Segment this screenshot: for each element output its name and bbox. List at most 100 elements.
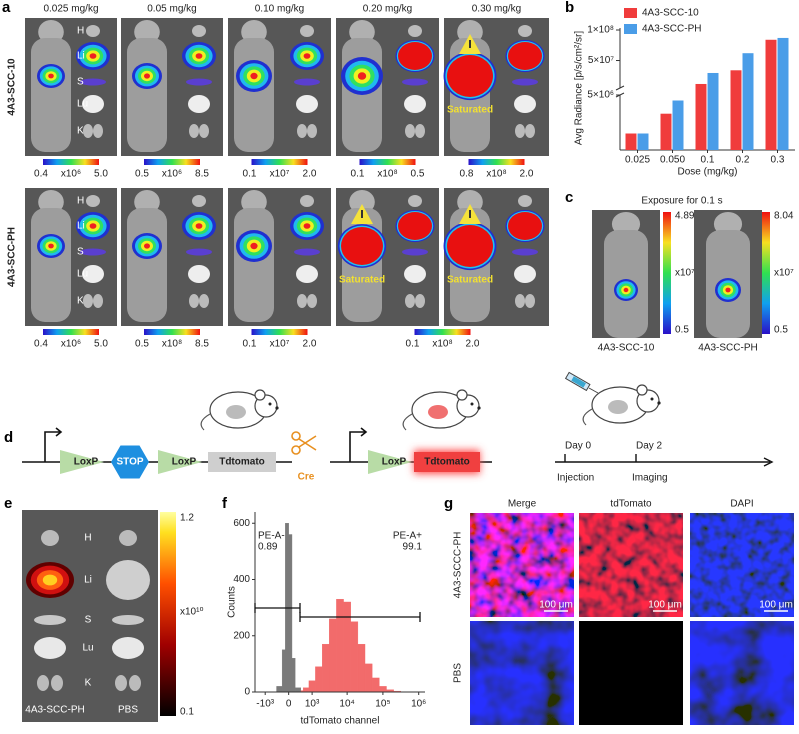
organ-spleen — [402, 78, 428, 86]
mouse-icon-organ — [608, 400, 628, 414]
panel-label: f — [222, 495, 228, 512]
legend-label: 4A3-SCC-PH — [642, 24, 701, 35]
scale-bar-label: 100 μm — [539, 600, 573, 611]
syringe-fluid — [571, 376, 586, 388]
y-tick-label: 5×10⁶ — [587, 90, 614, 101]
colorbar-min: 0.1 — [243, 169, 257, 180]
organ-label: Li — [84, 575, 92, 586]
organ-kidney — [405, 294, 415, 308]
promoter-arrow — [349, 427, 368, 462]
y-tick-label: 0 — [244, 687, 250, 698]
organ-lung — [296, 265, 318, 283]
bar — [707, 72, 719, 150]
x-tick-label: 10⁴ — [339, 699, 354, 710]
saturated-label: Saturated — [447, 275, 493, 286]
reporter-label: Tdtomato — [424, 457, 470, 468]
colorbar-max: 2.0 — [303, 339, 317, 350]
organ-label: Lu — [77, 99, 88, 110]
legend-swatch — [624, 8, 637, 18]
organ-kidney — [525, 294, 535, 308]
mouse-icon-ear — [456, 389, 468, 401]
group-label: PBS — [118, 705, 138, 716]
image-caption: 4A3-SCC-PH — [698, 343, 757, 354]
colorbar-min: 0.5 — [135, 339, 149, 350]
colorbar-max: 5.0 — [94, 339, 108, 350]
signal — [357, 72, 367, 80]
histogram-bin — [276, 686, 283, 693]
panel-title: Exposure for 0.1 s — [641, 196, 722, 207]
organ-lung — [34, 637, 66, 659]
gate-name: PE-A- — [258, 531, 285, 542]
column-header: tdTomato — [610, 499, 652, 510]
signal — [250, 242, 258, 250]
scale-bar-label: 100 μm — [648, 600, 682, 611]
organ-liver — [106, 560, 150, 600]
signal — [725, 287, 731, 293]
reporter-gene — [414, 452, 480, 472]
mouse-icon-ear — [636, 384, 648, 396]
organ-kidney — [93, 294, 103, 308]
dose-label: 0.30 mg/kg — [472, 4, 521, 15]
micrograph — [470, 513, 574, 617]
colorbar-max: 1.2 — [180, 513, 194, 524]
signal — [48, 73, 54, 79]
histogram-bin — [281, 649, 286, 693]
organ-label: S — [77, 77, 84, 88]
histogram-bin — [379, 686, 387, 693]
signal — [398, 212, 432, 240]
colorbar-min: 0.5 — [675, 325, 689, 336]
mouse-body — [234, 38, 274, 152]
x-tick-label: 10⁶ — [411, 699, 426, 710]
mouse-head — [241, 190, 267, 214]
histogram-bin — [350, 621, 359, 693]
saturated-label: Saturated — [339, 275, 385, 286]
x-tick-label: 10⁵ — [375, 699, 390, 710]
micrograph — [579, 513, 683, 617]
x-tick-label: 0.3 — [771, 155, 785, 166]
organ-lung — [188, 265, 210, 283]
scissors — [298, 435, 317, 451]
x-tick-label: 0.050 — [660, 155, 685, 166]
gate — [299, 612, 421, 622]
mouse-tail — [582, 408, 593, 426]
organ-spleen — [402, 248, 428, 256]
signal — [195, 223, 203, 229]
x-tick-label: 10³ — [305, 699, 320, 710]
x-tick-label: -10³ — [256, 699, 274, 710]
mouse-icon-eye — [470, 402, 474, 406]
organ-spleen — [512, 78, 538, 86]
signal — [341, 227, 383, 265]
organ-kidney — [115, 675, 127, 691]
bar — [625, 133, 637, 150]
organ-kidney — [37, 675, 49, 691]
organ-label: Li — [77, 221, 85, 232]
colorbar-max: 2.0 — [303, 169, 317, 180]
colorbar-unit: x10⁸ — [162, 339, 182, 350]
organ-spleen — [80, 78, 106, 86]
organ-label: S — [85, 615, 92, 626]
organ-label: K — [77, 126, 84, 137]
colorbar-unit: x10⁷ — [675, 268, 695, 279]
loxp-site — [60, 450, 104, 474]
timeline-arrow — [763, 457, 774, 467]
colorbar-max: 8.5 — [195, 169, 209, 180]
organ-label: Li — [77, 51, 85, 62]
warning-mark — [361, 210, 363, 218]
scissors — [291, 431, 301, 441]
y-axis-title: Counts — [227, 586, 238, 618]
y-tick-label: 5×10⁷ — [588, 55, 615, 66]
histogram-bin — [308, 680, 316, 693]
timeline-event: Injection — [557, 473, 594, 484]
colorbar — [663, 212, 671, 334]
organ-kidney — [83, 124, 93, 138]
organ-heart — [192, 25, 206, 37]
organ-label: K — [85, 678, 92, 689]
colorbar-unit: x10⁶ — [61, 169, 81, 180]
group-label: 4A3-SCC-PH — [25, 705, 84, 716]
mouse-body — [127, 38, 167, 152]
organ-heart — [518, 25, 532, 37]
organ-heart — [408, 25, 422, 37]
organ-lung — [188, 95, 210, 113]
